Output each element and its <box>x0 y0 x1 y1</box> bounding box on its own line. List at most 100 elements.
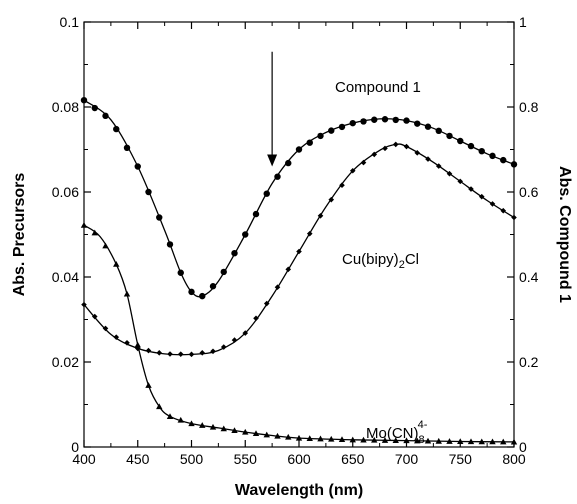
data-point-mo-cn-8-4 <box>446 438 453 444</box>
data-point-cu-bipy-2cl <box>91 313 98 320</box>
data-point-mo-cn-8-4 <box>231 427 238 433</box>
series-line-mo-cn-8-4 <box>83 224 515 443</box>
data-point-mo-cn-8-4 <box>102 242 109 249</box>
left-y-axis-title: Abs. Precursors <box>11 173 28 297</box>
data-point-compound-1 <box>500 156 507 164</box>
data-point-compound-1 <box>209 283 217 290</box>
data-point-mo-cn-8-4 <box>306 435 313 441</box>
data-point-compound-1 <box>220 268 227 276</box>
data-point-mo-cn-8-4 <box>80 221 88 228</box>
x-tick-label: 750 <box>449 451 473 467</box>
series-line-compound-1 <box>83 99 515 298</box>
data-point-compound-1 <box>263 190 270 197</box>
right-y-tick-label: 0.2 <box>519 354 539 370</box>
data-point-compound-1 <box>424 123 432 130</box>
right-y-tick-label: 0.8 <box>519 99 539 115</box>
data-point-mo-cn-8-4 <box>317 435 324 442</box>
x-tick-label: 400 <box>72 451 96 467</box>
data-point-cu-bipy-2cl <box>317 213 324 219</box>
data-point-mo-cn-8-4 <box>199 422 206 428</box>
series-label-cu-bipy-2-cl: Cu(bipy)2Cl <box>342 251 419 271</box>
data-point-mo-cn-8-4 <box>360 436 367 443</box>
data-point-compound-1 <box>510 161 518 168</box>
data-point-compound-1 <box>457 137 464 145</box>
data-point-cu-bipy-2cl <box>339 182 345 188</box>
data-point-cu-bipy-2cl <box>253 315 259 322</box>
data-point-mo-cn-8-4 <box>338 436 346 442</box>
x-tick-label: 800 <box>502 451 526 467</box>
data-point-compound-1 <box>91 104 98 112</box>
arrow-annotation <box>267 51 278 167</box>
right-y-tick-label: 0 <box>519 439 527 455</box>
data-point-cu-bipy-2cl <box>478 193 485 200</box>
data-point-compound-1 <box>177 269 184 276</box>
data-point-cu-bipy-2cl <box>425 156 431 162</box>
data-point-compound-1 <box>435 127 442 134</box>
data-point-cu-bipy-2cl <box>500 207 507 214</box>
data-point-cu-bipy-2cl <box>210 348 216 355</box>
left-y-tick-label: 0 <box>71 439 79 455</box>
x-axis-title: Wavelength (nm) <box>235 482 363 499</box>
data-point-mo-cn-8-4 <box>371 436 378 443</box>
data-point-compound-1 <box>349 119 356 127</box>
data-point-cu-bipy-2cl <box>414 150 421 156</box>
data-point-mo-cn-8-4 <box>510 438 518 445</box>
data-point-mo-cn-8-4 <box>177 416 184 423</box>
data-point-mo-cn-8-4 <box>91 229 98 236</box>
data-point-compound-1 <box>392 116 399 124</box>
data-point-compound-1 <box>199 292 206 300</box>
right-y-axis-title: Abs. Compound 1 <box>556 166 573 303</box>
data-point-mo-cn-8-4 <box>252 430 260 437</box>
x-axis: 400 450 500 550 600 650 700 750 800 <box>72 22 526 467</box>
data-point-compound-1 <box>123 144 131 151</box>
series-label-cu-subscript: 2 <box>399 259 405 271</box>
data-point-mo-cn-8-4 <box>209 423 217 430</box>
right-y-axis: 0 0.2 0.4 0.6 0.8 1 <box>507 14 539 455</box>
data-point-mo-cn-8-4 <box>328 435 335 442</box>
data-point-compound-1 <box>166 241 174 248</box>
data-point-cu-bipy-2cl <box>392 141 399 148</box>
series-line-cu-bipy-2cl <box>83 143 515 356</box>
data-point-compound-1 <box>306 139 313 146</box>
data-point-cu-bipy-2cl <box>403 143 410 150</box>
data-point-cu-bipy-2cl <box>435 163 442 169</box>
data-point-cu-bipy-2cl <box>199 350 206 356</box>
x-tick-label: 450 <box>126 451 150 467</box>
data-point-compound-1 <box>145 188 152 196</box>
data-point-cu-bipy-2cl <box>511 214 517 221</box>
data-point-compound-1 <box>467 142 475 150</box>
left-y-tick-label: 0.06 <box>52 184 79 200</box>
data-point-compound-1 <box>156 214 163 221</box>
data-point-mo-cn-8-4 <box>392 437 399 444</box>
data-point-mo-cn-8-4 <box>188 420 195 427</box>
data-point-mo-cn-8-4 <box>113 261 120 267</box>
data-point-cu-bipy-2cl <box>124 339 130 346</box>
series-label-compound-1: Compound 1 <box>335 79 421 96</box>
series-cu-bipy-2cl <box>81 141 517 358</box>
data-point-cu-bipy-2cl <box>446 170 453 177</box>
x-tick-label: 600 <box>287 451 311 467</box>
data-point-mo-cn-8-4 <box>145 382 152 388</box>
data-point-cu-bipy-2cl <box>113 334 120 340</box>
data-point-mo-cn-8-4 <box>489 438 496 445</box>
right-y-tick-label: 0.6 <box>519 184 539 200</box>
data-point-compound-1 <box>403 117 410 124</box>
data-point-cu-bipy-2cl <box>382 145 388 152</box>
data-point-compound-1 <box>134 163 141 170</box>
data-point-compound-1 <box>285 159 292 167</box>
x-tick-label: 550 <box>234 451 258 467</box>
left-y-tick-label: 0.04 <box>52 269 79 285</box>
data-point-compound-1 <box>188 288 195 296</box>
data-point-mo-cn-8-4 <box>123 290 131 297</box>
data-point-cu-bipy-2cl <box>285 266 292 273</box>
data-point-compound-1 <box>414 120 421 127</box>
data-point-compound-1 <box>295 146 303 153</box>
data-point-compound-1 <box>338 123 346 131</box>
data-point-mo-cn-8-4 <box>414 437 421 444</box>
series-label-mo-part-1: Mo(CN) <box>366 425 419 442</box>
data-point-cu-bipy-2cl <box>328 196 335 203</box>
data-point-compound-1 <box>317 132 324 140</box>
data-point-compound-1 <box>242 231 249 238</box>
series-label-cu-part-3: Cl <box>405 251 419 268</box>
